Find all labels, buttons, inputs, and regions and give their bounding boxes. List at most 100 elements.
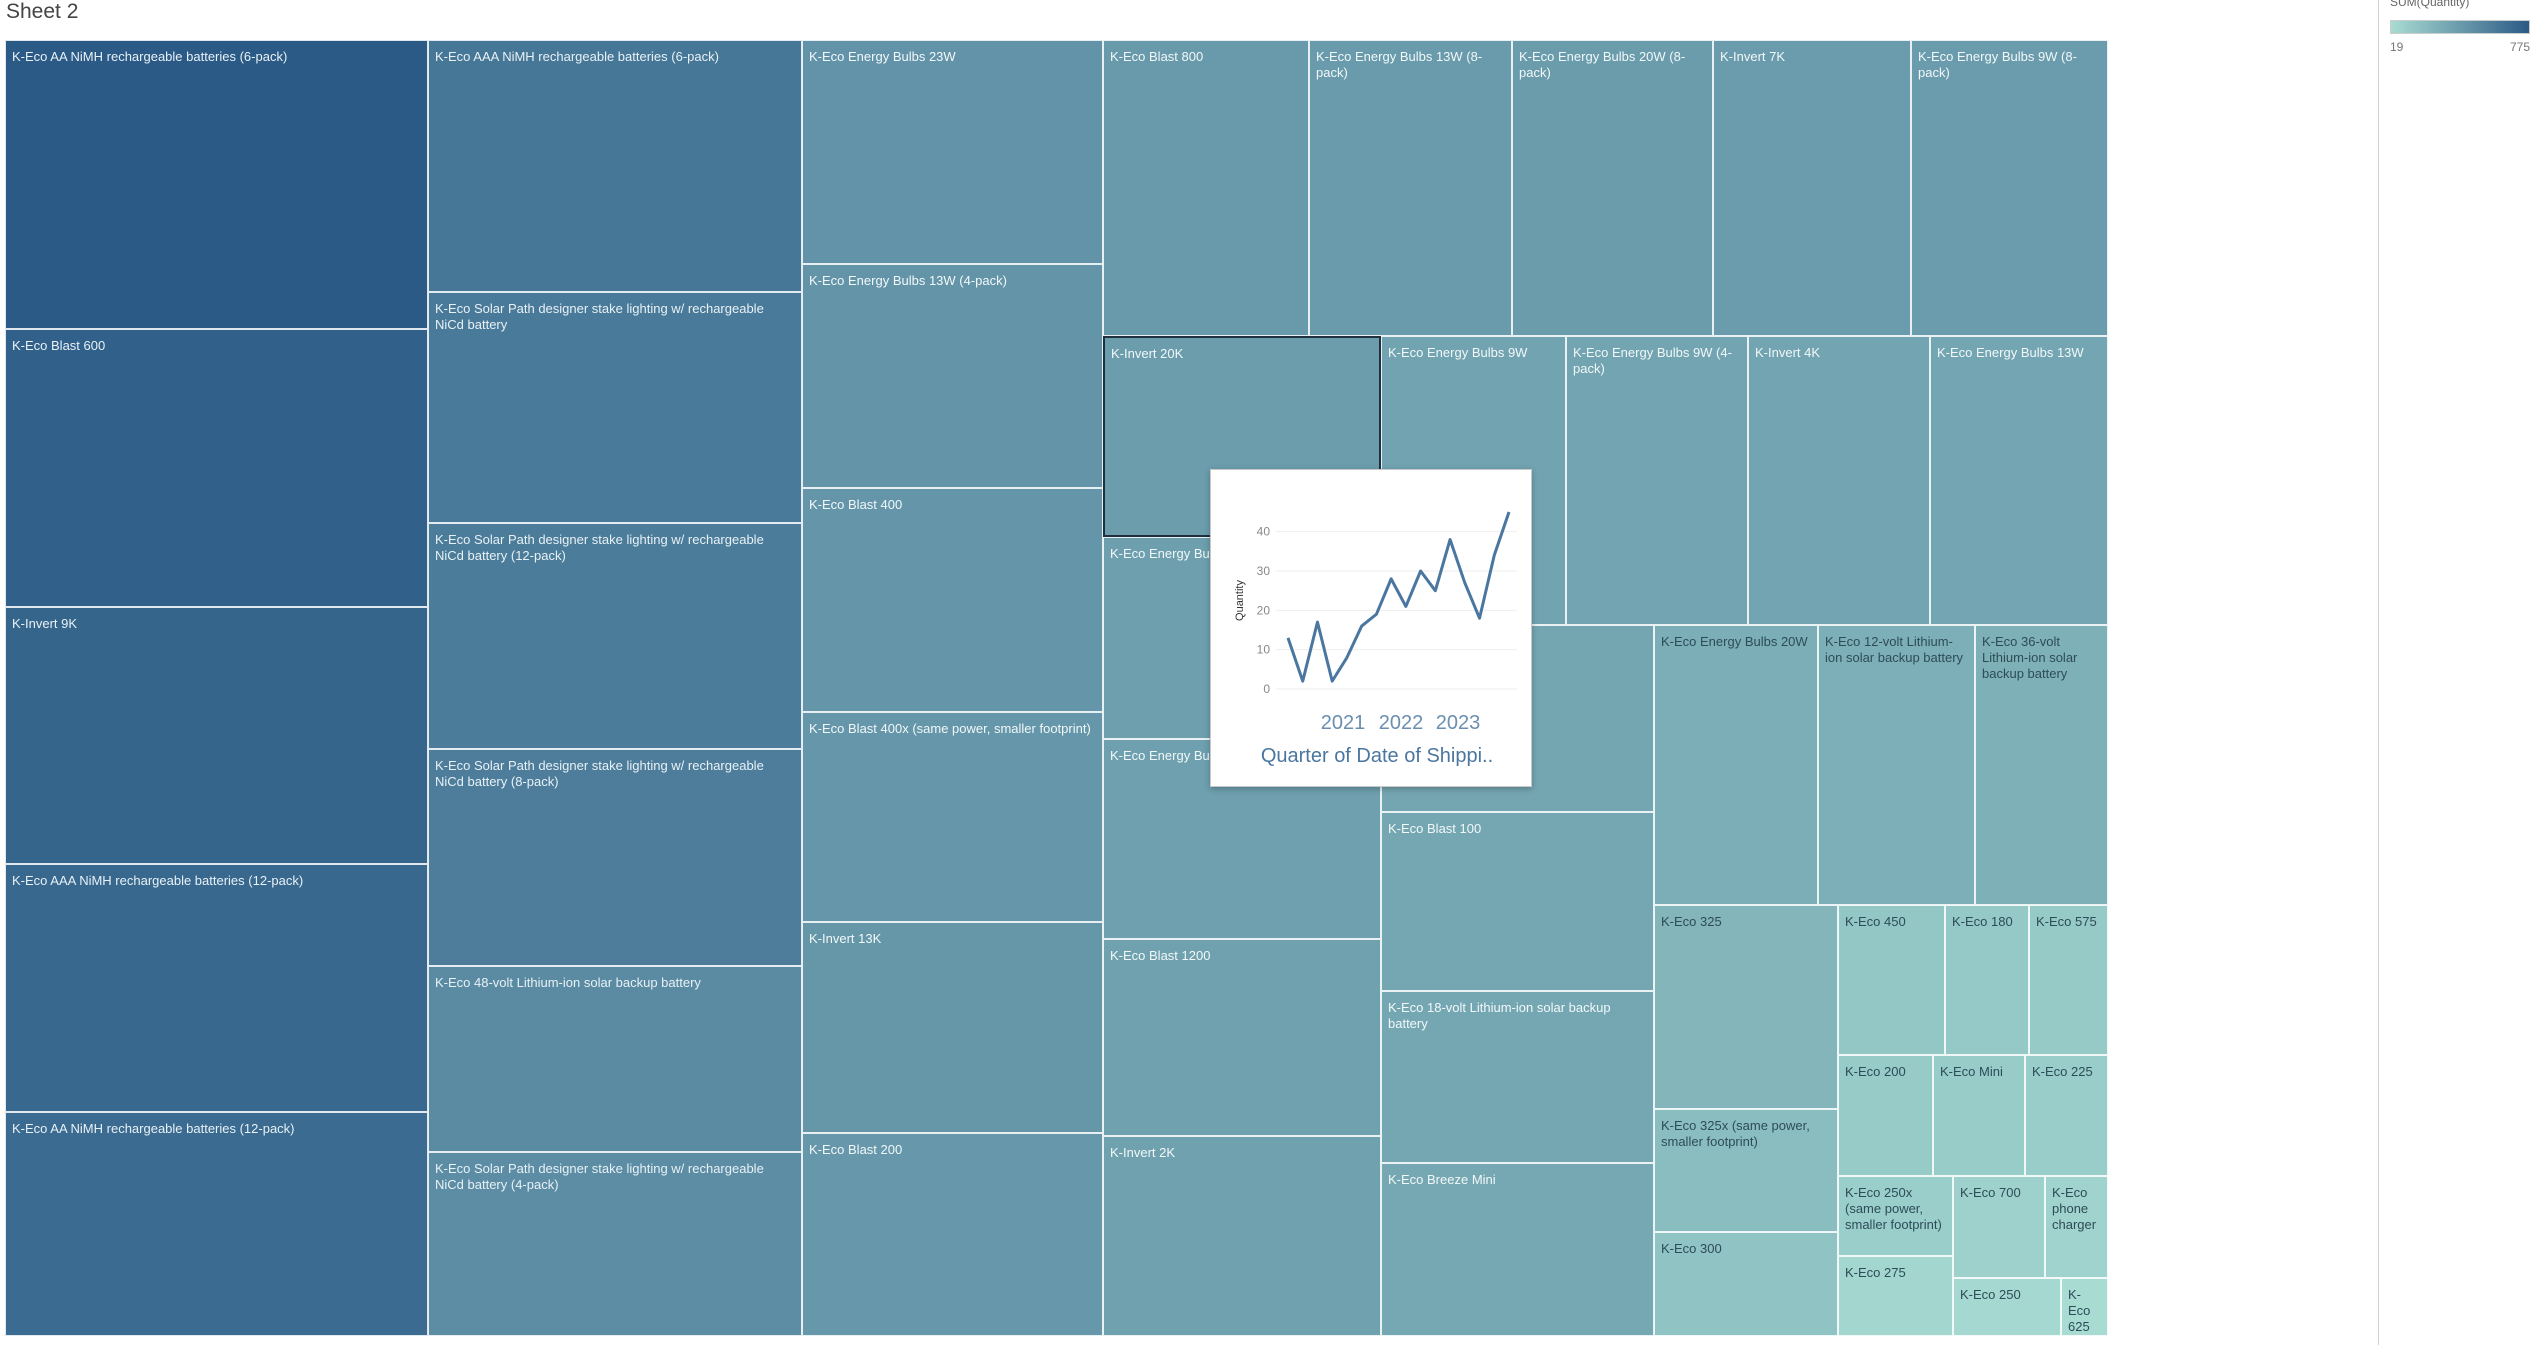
treemap-tile-label: K-Eco Energy Bulbs xyxy=(1110,748,1227,763)
legend-divider xyxy=(2378,0,2379,1345)
treemap-tile-k-invert-2k[interactable]: K-Invert 2K xyxy=(1103,1136,1381,1336)
treemap-tile-k-eco-250x-same-power-smaller-footprint[interactable]: K-Eco 250x (same power, smaller footprin… xyxy=(1838,1176,1953,1256)
treemap-tile-label: K-Eco 225 xyxy=(2032,1064,2093,1079)
treemap-tile-k-eco-blast-200[interactable]: K-Eco Blast 200 xyxy=(802,1133,1103,1336)
treemap-tile-label: K-Eco AAA NiMH rechargeable batteries (6… xyxy=(435,49,719,64)
treemap-tile-k-eco-36-volt-lithium-ion-solar-backup-battery[interactable]: K-Eco 36-volt Lithium-ion solar backup b… xyxy=(1975,625,2108,905)
treemap-tile-k-eco-blast-800[interactable]: K-Eco Blast 800 xyxy=(1103,40,1309,336)
treemap-tile-k-eco-solar-path-designer-stake-lighting-w-rechargeable-nicd-battery-12-pack[interactable]: K-Eco Solar Path designer stake lighting… xyxy=(428,523,802,749)
treemap-tile-k-eco-450[interactable]: K-Eco 450 xyxy=(1838,905,1945,1055)
treemap-tile-k-eco-225[interactable]: K-Eco 225 xyxy=(2025,1055,2108,1176)
treemap-tile-label: K-Eco Breeze Mini xyxy=(1388,1172,1496,1187)
treemap-tile-label: K-Eco AAA NiMH rechargeable batteries (1… xyxy=(12,873,304,888)
treemap-tile-label: K-Eco 325 xyxy=(1661,914,1722,929)
treemap-tile-label: K-Eco Blast 400x (same power, smaller fo… xyxy=(809,721,1091,736)
treemap-tile-k-invert-13k[interactable]: K-Invert 13K xyxy=(802,922,1103,1133)
treemap-tile-label: K-Eco 18-volt Lithium-ion solar backup b… xyxy=(1388,1000,1611,1031)
legend-min-label: 19 xyxy=(2390,40,2404,54)
treemap-tile-label: K-Eco Energy Bulbs 9W xyxy=(1388,345,1528,360)
treemap-tile-k-eco-energy-bulbs-9w-8-pack[interactable]: K-Eco Energy Bulbs 9W (8-pack) xyxy=(1911,40,2108,336)
treemap-tile-label: K-Eco 48-volt Lithium-ion solar backup b… xyxy=(435,975,701,990)
treemap-tile-label: K-Eco 325x (same power, smaller footprin… xyxy=(1661,1118,1810,1149)
treemap-tile-label: K-Eco 625 xyxy=(2068,1287,2091,1334)
legend-max-label: 775 xyxy=(2509,40,2530,54)
treemap-tile-label: K-Eco Blast 200 xyxy=(809,1142,903,1157)
tooltip-y-tick-label: 20 xyxy=(1257,603,1271,617)
treemap-tile-k-eco-180[interactable]: K-Eco 180 xyxy=(1945,905,2029,1055)
treemap-tile-k-eco-solar-path-designer-stake-lighting-w-rechargeable-nicd-battery[interactable]: K-Eco Solar Path designer stake lighting… xyxy=(428,292,802,523)
treemap-tile-k-eco-breeze-mini[interactable]: K-Eco Breeze Mini xyxy=(1381,1163,1654,1336)
treemap-tile-k-eco-energy-bulbs-13w-8-pack[interactable]: K-Eco Energy Bulbs 13W (8-pack) xyxy=(1309,40,1512,336)
treemap-tile-k-invert-9k[interactable]: K-Invert 9K xyxy=(5,607,428,864)
tooltip-y-tick-label: 40 xyxy=(1257,525,1271,539)
treemap-tile-k-eco-phone-charger[interactable]: K-Eco phone charger xyxy=(2045,1176,2108,1278)
treemap-tile-label: K-Eco Energy Bulbs 13W (8-pack) xyxy=(1316,49,1483,80)
treemap-tile-k-eco-energy-bulbs-20w[interactable]: K-Eco Energy Bulbs 20W xyxy=(1654,625,1818,905)
treemap-tile-k-eco-aaa-nimh-rechargeable-batteries-6-pack[interactable]: K-Eco AAA NiMH rechargeable batteries (6… xyxy=(428,40,802,292)
treemap-tile-k-eco-energy-bulbs-13w-4-pack[interactable]: K-Eco Energy Bulbs 13W (4-pack) xyxy=(802,264,1103,488)
treemap-tile-k-eco-625[interactable]: K-Eco 625 xyxy=(2061,1278,2108,1336)
treemap-tile-k-eco-aa-nimh-rechargeable-batteries-12-pack[interactable]: K-Eco AA NiMH rechargeable batteries (12… xyxy=(5,1112,428,1336)
treemap-tile-label: K-Eco 180 xyxy=(1952,914,2013,929)
treemap-tile-k-eco-blast-100[interactable]: K-Eco Blast 100 xyxy=(1381,812,1654,991)
treemap-tile-label: K-Invert 4K xyxy=(1755,345,1821,360)
treemap-tile-label: K-Eco Energy Bulbs xyxy=(1110,546,1227,561)
treemap-tile-label: K-Eco 250x (same power, smaller footprin… xyxy=(1845,1185,1942,1232)
treemap-tile-label: K-Eco Solar Path designer stake lighting… xyxy=(435,1161,764,1192)
treemap-tile-k-eco-solar-path-designer-stake-lighting-w-rechargeable-nicd-battery-8-pack[interactable]: K-Eco Solar Path designer stake lighting… xyxy=(428,749,802,966)
treemap-tile-label: K-Eco Energy Bulbs 13W xyxy=(1937,345,2084,360)
treemap-tile-k-eco-700[interactable]: K-Eco 700 xyxy=(1953,1176,2045,1278)
treemap-tile-label: K-Eco Energy Bulbs 9W (4-pack) xyxy=(1573,345,1732,376)
treemap-tile-k-eco-solar-path-designer-stake-lighting-w-rechargeable-nicd-battery-4-pack[interactable]: K-Eco Solar Path designer stake lighting… xyxy=(428,1152,802,1336)
treemap-tile-k-invert-7k[interactable]: K-Invert 7K xyxy=(1713,40,1911,336)
treemap-tile-label: K-Eco 300 xyxy=(1661,1241,1722,1256)
treemap-tile-k-eco-blast-400[interactable]: K-Eco Blast 400 xyxy=(802,488,1103,712)
treemap-tile-k-eco-575[interactable]: K-Eco 575 xyxy=(2029,905,2108,1055)
treemap-tile-k-eco-12-volt-lithium-ion-solar-backup-battery[interactable]: K-Eco 12-volt Lithium-ion solar backup b… xyxy=(1818,625,1975,905)
treemap-tile-k-eco-blast-600[interactable]: K-Eco Blast 600 xyxy=(5,329,428,607)
treemap-tile-label: K-Eco 450 xyxy=(1845,914,1906,929)
treemap-tile-label: K-Eco Blast 100 xyxy=(1388,821,1482,836)
treemap-tile-k-eco-mini[interactable]: K-Eco Mini xyxy=(1933,1055,2025,1176)
treemap-tile-k-invert-4k[interactable]: K-Invert 4K xyxy=(1748,336,1930,625)
treemap-tile-k-eco-energy-bulbs-20w-8-pack[interactable]: K-Eco Energy Bulbs 20W (8-pack) xyxy=(1512,40,1713,336)
treemap-tile-label: K-Eco Energy Bulbs 20W xyxy=(1661,634,1808,649)
treemap-tile-k-eco-aa-nimh-rechargeable-batteries-6-pack[interactable]: K-Eco AA NiMH rechargeable batteries (6-… xyxy=(5,40,428,329)
tooltip-chart-svg: 0 10 20 30 40 Quantity 2021 2022 2023 Quarter of … xyxy=(1234,511,1517,767)
tooltip-y-tick-label: 10 xyxy=(1257,643,1271,657)
treemap-tile-label: K-Eco AA NiMH rechargeable batteries (6-… xyxy=(12,49,288,64)
treemap-tile-k-eco-300[interactable]: K-Eco 300 xyxy=(1654,1232,1838,1336)
treemap-tile-k-eco-48-volt-lithium-ion-solar-backup-battery[interactable]: K-Eco 48-volt Lithium-ion solar backup b… xyxy=(428,966,802,1152)
treemap-tile-k-eco-blast-400x-same-power-smaller-footprint[interactable]: K-Eco Blast 400x (same power, smaller fo… xyxy=(802,712,1103,922)
treemap-tile-k-eco-200[interactable]: K-Eco 200 xyxy=(1838,1055,1933,1176)
treemap-tile-k-eco-blast-1200[interactable]: K-Eco Blast 1200 xyxy=(1103,939,1381,1136)
treemap-tile-k-eco-energy-bulbs-9w-4-pack[interactable]: K-Eco Energy Bulbs 9W (4-pack) xyxy=(1566,336,1748,625)
treemap-tile-k-eco-325x-same-power-smaller-footprint[interactable]: K-Eco 325x (same power, smaller footprin… xyxy=(1654,1109,1838,1232)
treemap-tile-label: K-Invert 9K xyxy=(12,616,78,631)
treemap-tile-label: K-Invert 13K xyxy=(809,931,882,946)
treemap-tile-k-eco-275[interactable]: K-Eco 275 xyxy=(1838,1256,1953,1336)
treemap-tile-k-eco-aaa-nimh-rechargeable-batteries-12-pack[interactable]: K-Eco AAA NiMH rechargeable batteries (1… xyxy=(5,864,428,1112)
tooltip-x-axis-label: Quarter of Date of Shippi.. xyxy=(1261,745,1493,767)
tooltip-x-tick-label: 2022 xyxy=(1379,712,1424,734)
tooltip-quantity-line xyxy=(1286,511,1511,683)
treemap-tile-label: K-Eco Solar Path designer stake lighting… xyxy=(435,758,764,789)
tooltip-x-tick-label: 2021 xyxy=(1321,712,1366,734)
tooltip-line-chart: 0 10 20 30 40 Quantity 2021 2022 2023 Quarter of … xyxy=(1210,469,1532,787)
treemap-tile-k-eco-250[interactable]: K-Eco 250 xyxy=(1953,1278,2061,1336)
treemap-tile-label: K-Eco Solar Path designer stake lighting… xyxy=(435,532,764,563)
treemap-tile-label: K-Invert 20K xyxy=(1111,346,1184,361)
treemap-tile-label: K-Eco Blast 1200 xyxy=(1110,948,1211,963)
treemap-tile-label: K-Eco 36-volt Lithium-ion solar backup b… xyxy=(1982,634,2078,681)
treemap-tile-label: K-Eco Energy Bulbs 9W (8-pack) xyxy=(1918,49,2077,80)
treemap-tile-label: K-Eco 575 xyxy=(2036,914,2097,929)
treemap-tile-label: K-Eco 12-volt Lithium-ion solar backup b… xyxy=(1825,634,1964,665)
tooltip-x-tick-label: 2023 xyxy=(1436,712,1481,734)
treemap-tile-k-eco-energy-bulbs-13w[interactable]: K-Eco Energy Bulbs 13W xyxy=(1930,336,2108,625)
treemap-tile-k-eco-energy-bulbs-23w[interactable]: K-Eco Energy Bulbs 23W xyxy=(802,40,1103,264)
treemap-tile-label: K-Eco 200 xyxy=(1845,1064,1906,1079)
treemap: K-Eco AA NiMH rechargeable batteries (6-… xyxy=(5,40,2108,1336)
treemap-tile-k-eco-325[interactable]: K-Eco 325 xyxy=(1654,905,1838,1109)
treemap-tile-k-eco-18-volt-lithium-ion-solar-backup-battery[interactable]: K-Eco 18-volt Lithium-ion solar backup b… xyxy=(1381,991,1654,1163)
treemap-tile-label: K-Invert 7K xyxy=(1720,49,1786,64)
